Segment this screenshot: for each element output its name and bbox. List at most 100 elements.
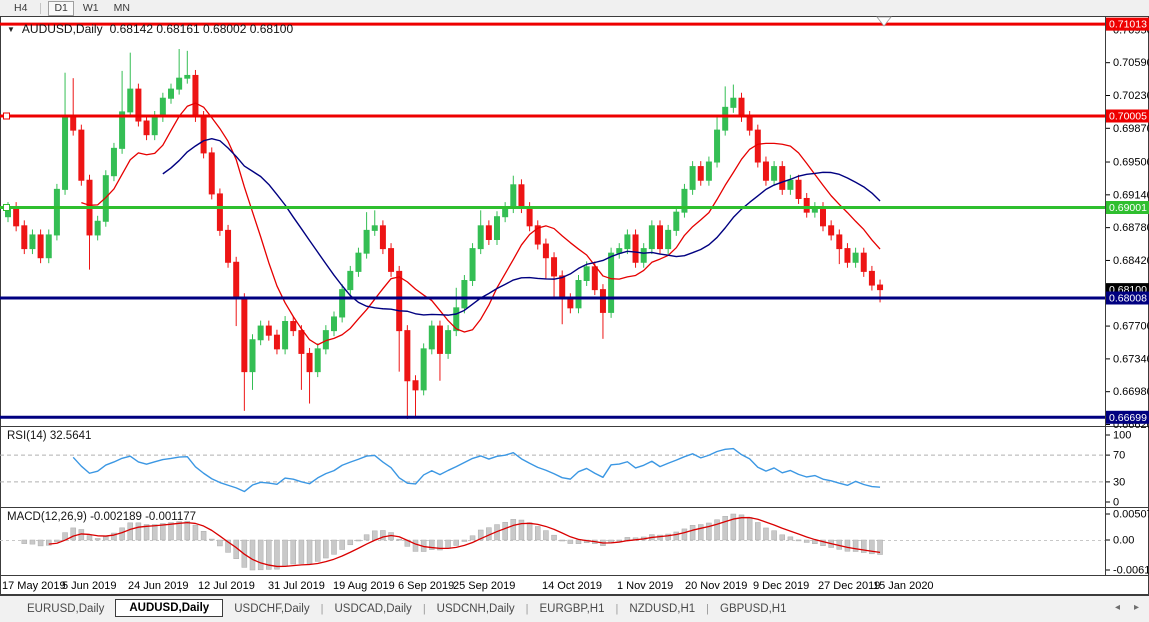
candle-up: [249, 339, 256, 373]
candle-down: [233, 261, 240, 300]
macd-bar: [168, 522, 174, 541]
macd-bar: [844, 539, 851, 552]
candle-up: [53, 188, 60, 236]
candle-up: [355, 252, 362, 272]
macd-bar: [29, 539, 36, 545]
candle-down: [697, 166, 704, 181]
tab-audusd-daily[interactable]: AUDUSD,Daily: [115, 599, 224, 617]
candle-down: [567, 298, 574, 309]
tab-scroll-right-icon[interactable]: ▸: [1133, 602, 1139, 613]
candle-down: [534, 225, 541, 245]
candle-down: [746, 115, 753, 131]
macd-bar: [763, 527, 769, 541]
y-axis-label: 0.70230: [1113, 90, 1149, 102]
candle-down: [78, 129, 85, 181]
macd-bar: [143, 524, 150, 541]
tab-usdchf-daily[interactable]: USDCHF,Daily: [234, 603, 310, 615]
macd-bar: [119, 527, 125, 541]
macd-bar: [46, 539, 52, 546]
tab-usdcad-daily[interactable]: USDCAD,Daily: [334, 603, 412, 615]
macd-bar: [852, 539, 859, 552]
macd-bar: [306, 539, 313, 564]
rsi-axis-label: 100: [1113, 430, 1131, 442]
macd-histogram: [21, 513, 883, 571]
macd-bar: [380, 530, 386, 541]
candle-up: [94, 220, 101, 236]
macd-bar: [616, 539, 622, 542]
line-anchor-point[interactable]: [3, 112, 10, 120]
timeframe-button-w1[interactable]: W1: [82, 1, 99, 14]
candle-down: [803, 197, 810, 213]
candle-down: [290, 321, 297, 332]
candle-down: [877, 284, 884, 291]
candle-up: [45, 234, 52, 259]
tab-eurgbp-h1[interactable]: EURGBP,H1: [539, 603, 605, 615]
candle-up: [681, 188, 688, 213]
line-anchor-point[interactable]: [3, 204, 10, 212]
tab-separator: |: [422, 603, 426, 615]
candle-down: [542, 243, 549, 259]
macd-bar: [510, 519, 517, 541]
macd-bar: [290, 539, 296, 565]
price-tag-label: 0.71013: [1109, 19, 1147, 31]
price-tag-label: 0.69001: [1109, 202, 1147, 214]
timeframe-button-d1[interactable]: D1: [48, 0, 74, 16]
candle-down: [208, 152, 215, 195]
candle-down: [13, 207, 20, 227]
tab-gbpusd-h1[interactable]: GBPUSD,H1: [720, 603, 787, 615]
chart-tabs: EURUSD,Daily AUDUSD,Daily USDCHF,Daily | USD…: [0, 595, 1149, 622]
macd-indicator-label: MACD(12,26,9) -0.002189 -0.001177: [7, 511, 197, 523]
macd-bar: [461, 539, 468, 542]
price-marker-triangle[interactable]: [876, 16, 892, 27]
macd-bar: [535, 526, 541, 541]
x-axis-label: 12 Jul 2019: [198, 580, 255, 592]
price-tag-label: 0.70005: [1109, 111, 1147, 123]
y-axis-label: 0.68420: [1113, 255, 1149, 267]
macd-axis-label: -0.006148: [1113, 565, 1149, 577]
ma-fast-line: [81, 102, 881, 346]
x-axis-label: 14 Oct 2019: [542, 580, 602, 592]
candle-up: [428, 325, 435, 350]
macd-bar: [543, 530, 549, 541]
tab-nzdusd-h1[interactable]: NZDUSD,H1: [629, 603, 696, 615]
chart-dropdown-icon[interactable]: ▼: [7, 24, 15, 34]
macd-bar: [347, 539, 354, 546]
timeframe-button-h4[interactable]: H4: [14, 1, 28, 14]
candle-up: [445, 330, 452, 354]
macd-bar: [94, 538, 101, 541]
tab-usdcnh-daily[interactable]: USDCNH,Daily: [436, 603, 515, 615]
tab-eurusd-daily[interactable]: EURUSD,Daily: [27, 603, 105, 615]
candle-up: [469, 248, 476, 282]
macd-bar: [192, 524, 199, 541]
x-axis-label: 5 Jun 2019: [62, 580, 116, 592]
candle-down: [306, 352, 313, 373]
candle-up: [127, 88, 134, 113]
toolbar-separator: [40, 2, 42, 14]
candle-down: [526, 207, 533, 227]
candle-up: [583, 266, 590, 282]
price-tag-0.70005: [1106, 109, 1149, 123]
x-axis-label: 15 Jan 2020: [873, 580, 934, 592]
candle-down: [241, 298, 248, 373]
y-axis-label: 0.70590: [1113, 57, 1149, 69]
timeframe-button-mn[interactable]: MN: [113, 1, 130, 14]
candle-up: [453, 307, 460, 332]
macd-bar: [200, 530, 207, 541]
candle-up: [673, 211, 680, 231]
candle-up: [282, 321, 289, 350]
macd-bar: [151, 524, 158, 541]
candle-up: [705, 161, 712, 181]
candle-up: [151, 115, 158, 136]
macd-bar: [877, 539, 883, 555]
macd-bar: [274, 539, 280, 570]
macd-bar: [624, 537, 631, 541]
y-axis-label: 0.67340: [1113, 353, 1149, 365]
macd-bar: [738, 514, 745, 541]
macd-bar: [412, 539, 419, 552]
macd-bar: [249, 539, 256, 571]
candle-down: [518, 184, 525, 209]
x-axis-label: 19 Aug 2019: [333, 580, 395, 592]
tab-scroll-left-icon[interactable]: ◂: [1114, 602, 1120, 613]
candle-up: [102, 175, 109, 222]
